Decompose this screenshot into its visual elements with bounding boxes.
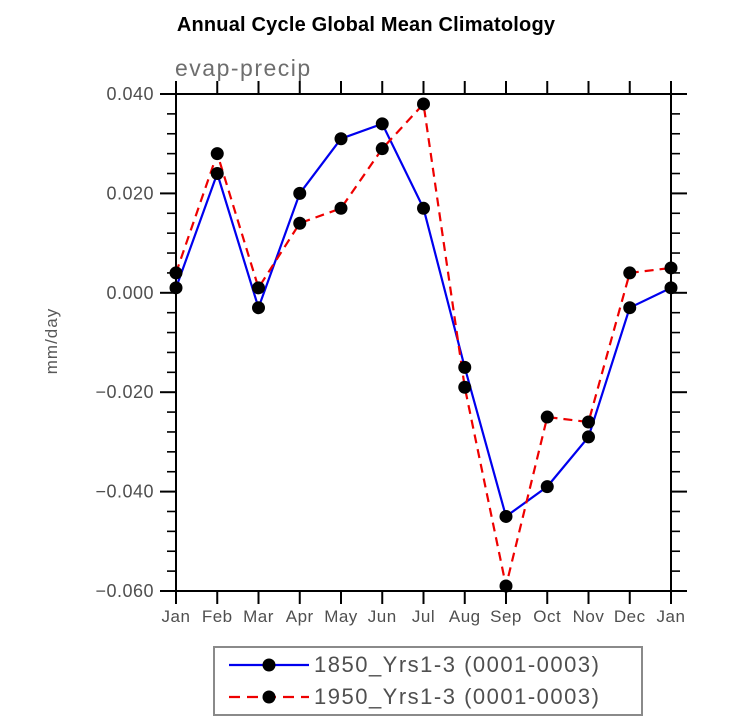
data-point-marker [458,360,472,374]
legend-item-1950: 1950_Yrs1-3 (0001-0003) [227,682,641,712]
legend-marker-dot-icon [262,658,276,672]
chart-title: Annual Cycle Global Mean Climatology [176,14,556,36]
legend-box: 1850_Yrs1-3 (0001-0003) 1950_Yrs1-3 (000… [213,646,643,716]
x-tick-label: Jun [368,607,397,626]
y-tick-label: 0.040 [106,84,154,104]
y-tick-label: −0.060 [95,581,154,601]
y-tick-label: −0.040 [95,482,154,502]
x-tick-label: Dec [614,607,646,626]
data-point-marker [252,281,265,295]
data-point-marker [499,579,513,593]
x-tick-label: Jul [412,607,435,626]
data-point-marker [417,201,430,215]
data-point-marker [293,186,307,200]
x-tick-label: Jan [657,607,686,626]
data-point-marker [169,281,183,295]
chart-canvas: evap-precip mm/day 0.040 0.020 0.000 −0.020… [42,55,687,626]
x-tick-label: Aug [449,607,481,626]
legend-item-1850: 1850_Yrs1-3 (0001-0003) [227,650,641,680]
series-line-1850 [174,122,672,519]
data-point-marker [375,117,389,131]
plot-axes: 0.040 0.020 0.000 −0.020 −0.040 −0.060 Jan Feb M… [95,81,687,626]
data-point-marker [540,480,554,494]
data-point-marker [623,301,637,315]
data-point-marker [664,281,678,295]
data-point-marker [499,509,513,523]
data-point-marker [582,430,595,444]
x-tick-label: Sep [490,607,522,626]
x-tick-label: Mar [243,607,274,626]
data-point-marker [375,142,389,156]
data-point-marker [210,167,224,181]
data-point-marker [334,132,348,146]
data-point-marker [252,301,265,315]
data-point-marker [417,97,430,111]
data-point-marker [540,410,554,424]
legend-line-sample-dashed [229,690,309,704]
x-tick-label: May [324,607,358,626]
x-tick-label: Jan [162,607,191,626]
y-tick-label: −0.020 [95,382,154,402]
y-axis-label: mm/day [42,308,61,374]
data-point-marker [210,147,224,161]
data-point-marker [623,266,637,280]
legend-line-sample-solid [229,658,309,672]
y-tick-label: 0.000 [106,283,154,303]
chart-subtitle: evap-precip [175,55,312,81]
legend-label-1950: 1950_Yrs1-3 (0001-0003) [314,684,601,709]
data-point-marker [334,201,348,215]
y-tick-label: 0.020 [106,183,154,203]
data-point-marker [169,266,183,280]
legend-marker-dot-icon [262,690,276,704]
plot-frame [175,93,672,592]
series-line-1950 [174,101,672,587]
data-point-marker [293,216,307,230]
x-tick-label: Apr [286,607,314,626]
legend-label-1850: 1850_Yrs1-3 (0001-0003) [314,652,601,677]
x-tick-label: Oct [533,607,561,626]
data-point-marker [664,261,678,275]
plot-series [169,97,678,593]
x-tick-label: Feb [202,607,233,626]
x-tick-label: Nov [573,607,605,626]
data-point-marker [582,415,595,429]
data-point-marker [458,380,472,394]
